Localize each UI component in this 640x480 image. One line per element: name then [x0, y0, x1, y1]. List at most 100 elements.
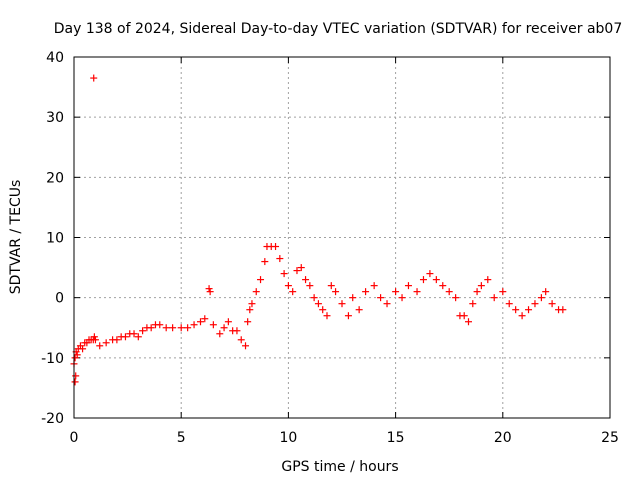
data-point [261, 258, 269, 266]
data-point [102, 339, 110, 347]
data-point [147, 324, 155, 332]
data-point [548, 300, 556, 308]
data-point [121, 333, 129, 341]
data-point [525, 306, 533, 314]
data-point [205, 285, 213, 293]
data-point [484, 276, 492, 284]
data-point [284, 282, 292, 290]
data-point [90, 333, 98, 341]
data-point [490, 294, 498, 302]
data-point [134, 333, 142, 341]
data-point [252, 288, 260, 296]
data-point [477, 282, 485, 290]
data-point [413, 288, 421, 296]
data-point [272, 243, 280, 251]
data-point [71, 378, 79, 386]
data-point [432, 276, 440, 284]
y-axis-label: SDTVAR / TECUs [8, 180, 24, 295]
y-tick-label: 30 [46, 110, 64, 126]
data-point [439, 282, 447, 290]
data-point [362, 288, 370, 296]
data-point [404, 282, 412, 290]
data-point [246, 306, 254, 314]
data-point [302, 276, 310, 284]
data-point [113, 336, 121, 344]
data-point [460, 312, 468, 320]
data-point [464, 318, 472, 326]
data-point [156, 321, 164, 329]
data-point [220, 324, 228, 332]
data-point [319, 306, 327, 314]
data-point [242, 342, 250, 350]
data-point [377, 294, 385, 302]
data-point [177, 324, 185, 332]
data-point [559, 306, 567, 314]
data-point [196, 318, 204, 326]
data-point [209, 321, 217, 329]
data-point [355, 306, 363, 314]
data-point [297, 264, 305, 272]
data-point [398, 294, 406, 302]
data-points [70, 74, 567, 386]
axis-ticks: 0 5 10 15 20 25 -20 -10 0 10 20 30 40 [41, 50, 619, 446]
data-point [201, 315, 209, 323]
x-tick-label: 15 [387, 430, 405, 446]
grid [74, 57, 610, 418]
data-point [248, 300, 256, 308]
data-point [383, 300, 391, 308]
data-point [79, 345, 87, 353]
y-tick-label: 40 [46, 50, 64, 66]
data-point [139, 327, 147, 335]
data-point [72, 372, 80, 380]
data-point [349, 294, 357, 302]
data-point [392, 288, 400, 296]
x-tick-label: 10 [279, 430, 297, 446]
x-tick-label: 25 [601, 430, 619, 446]
data-point [91, 336, 99, 344]
data-point [323, 312, 331, 320]
y-tick-label: 10 [46, 231, 64, 247]
data-point [469, 300, 477, 308]
data-point [327, 282, 335, 290]
data-point [314, 300, 322, 308]
x-tick-label: 20 [494, 430, 512, 446]
data-point [452, 294, 460, 302]
data-point [130, 330, 138, 338]
y-tick-label: 20 [46, 170, 64, 186]
data-point [280, 270, 288, 278]
data-point [90, 74, 98, 82]
data-point [338, 300, 346, 308]
y-tick-label: -10 [41, 351, 64, 367]
plot-frame [73, 56, 611, 419]
data-point [512, 306, 520, 314]
data-point [73, 351, 81, 359]
data-point [289, 288, 297, 296]
data-point [537, 294, 545, 302]
data-point [293, 267, 301, 275]
x-tick-label: 0 [70, 430, 79, 446]
data-point [473, 288, 481, 296]
data-point [162, 324, 170, 332]
data-point [216, 330, 224, 338]
y-tick-label: 0 [55, 291, 64, 307]
data-point [344, 312, 352, 320]
data-point [505, 300, 513, 308]
data-point [499, 288, 507, 296]
data-point [169, 324, 177, 332]
data-point [233, 327, 241, 335]
data-point [206, 288, 214, 296]
data-point [190, 321, 198, 329]
data-point [310, 294, 318, 302]
data-point [257, 276, 265, 284]
data-point [237, 336, 245, 344]
data-point [244, 318, 252, 326]
data-point [531, 300, 539, 308]
data-point [518, 312, 526, 320]
x-axis-label: GPS time / hours [281, 459, 398, 475]
y-tick-label: -20 [41, 411, 64, 427]
data-point [96, 342, 104, 350]
data-point [542, 288, 550, 296]
data-point [332, 288, 340, 296]
chart-title: Day 138 of 2024, Sidereal Day-to-day VTE… [54, 21, 623, 37]
